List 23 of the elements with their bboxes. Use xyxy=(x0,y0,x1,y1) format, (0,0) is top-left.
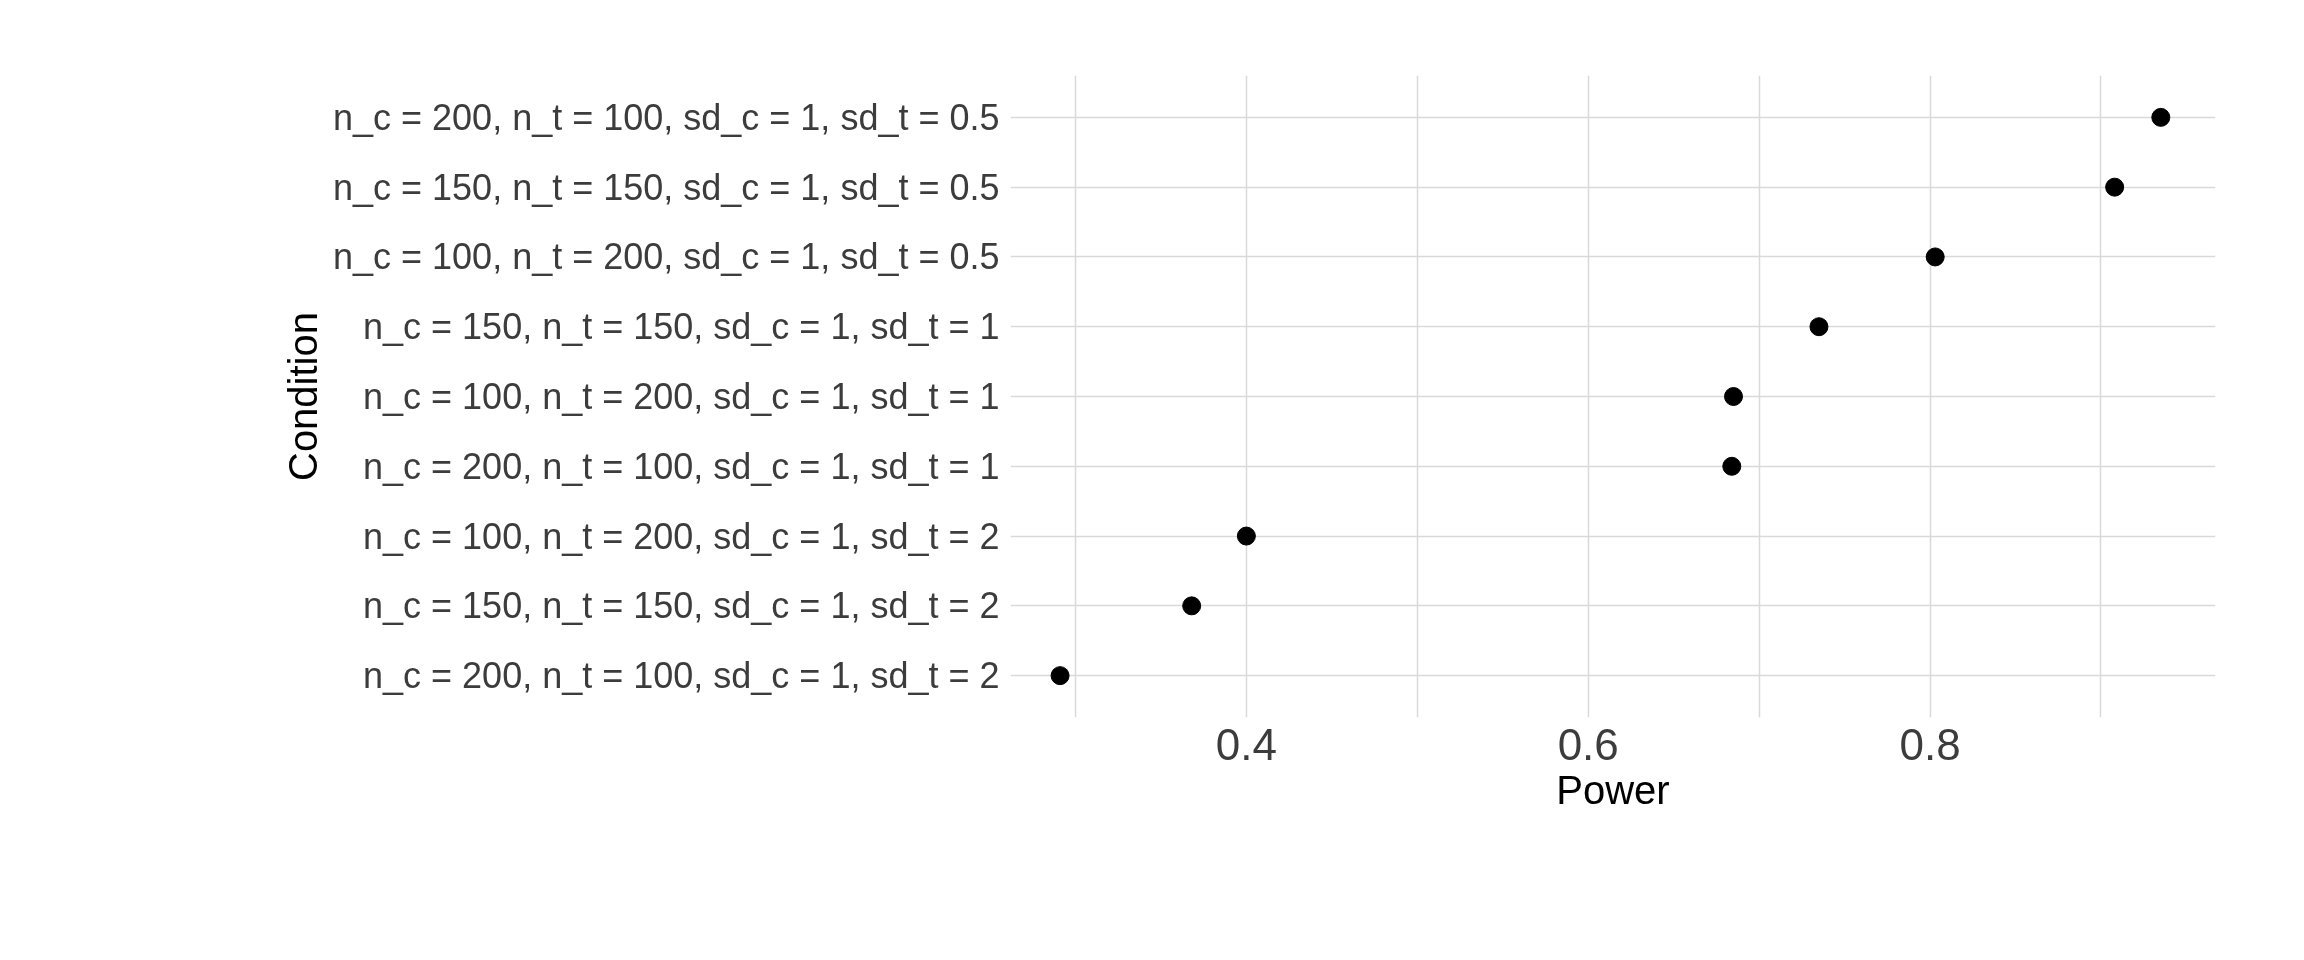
point xyxy=(1722,456,1742,476)
x-axis-title: Power xyxy=(1556,767,1670,812)
point xyxy=(1050,666,1070,686)
y-tick-label: n_c = 150, n_t = 150, sd_c = 1, sd_t = 1 xyxy=(363,306,1000,348)
point xyxy=(1236,526,1256,546)
y-tick-label: n_c = 100, n_t = 200, sd_c = 1, sd_t = 2 xyxy=(363,515,1000,557)
y-tick-label: n_c = 200, n_t = 100, sd_c = 1, sd_t = 1 xyxy=(363,445,1000,487)
y-tick-label: n_c = 200, n_t = 100, sd_c = 1, sd_t = 2 xyxy=(363,655,1000,697)
x-tick-label: 0.6 xyxy=(1557,719,1619,769)
x-tick-label: 0.8 xyxy=(1899,719,1961,769)
point xyxy=(1182,596,1202,616)
y-tick-label: n_c = 100, n_t = 200, sd_c = 1, sd_t = 0.5 xyxy=(333,236,1000,278)
point xyxy=(1724,387,1743,406)
point xyxy=(2105,177,2125,197)
point xyxy=(1925,247,1945,267)
point xyxy=(1809,317,1829,337)
y-tick-label: n_c = 150, n_t = 150, sd_c = 1, sd_t = 2 xyxy=(363,585,1000,627)
x-tick-label: 0.4 xyxy=(1215,719,1277,769)
y-tick-label: n_c = 100, n_t = 200, sd_c = 1, sd_t = 1 xyxy=(363,376,1000,417)
y-axis-title: Condition xyxy=(281,311,326,481)
y-tick-label: n_c = 150, n_t = 150, sd_c = 1, sd_t = 0.5 xyxy=(333,166,1000,208)
y-tick-label: n_c = 200, n_t = 100, sd_c = 1, sd_t = 0.5 xyxy=(333,96,1000,138)
point xyxy=(2151,107,2171,127)
